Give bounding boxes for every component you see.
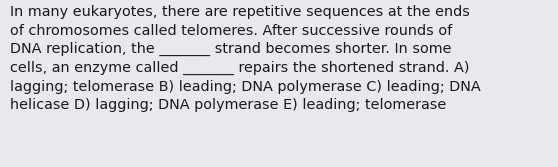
Text: In many eukaryotes, there are repetitive sequences at the ends
of chromosomes ca: In many eukaryotes, there are repetitive… bbox=[10, 5, 481, 112]
